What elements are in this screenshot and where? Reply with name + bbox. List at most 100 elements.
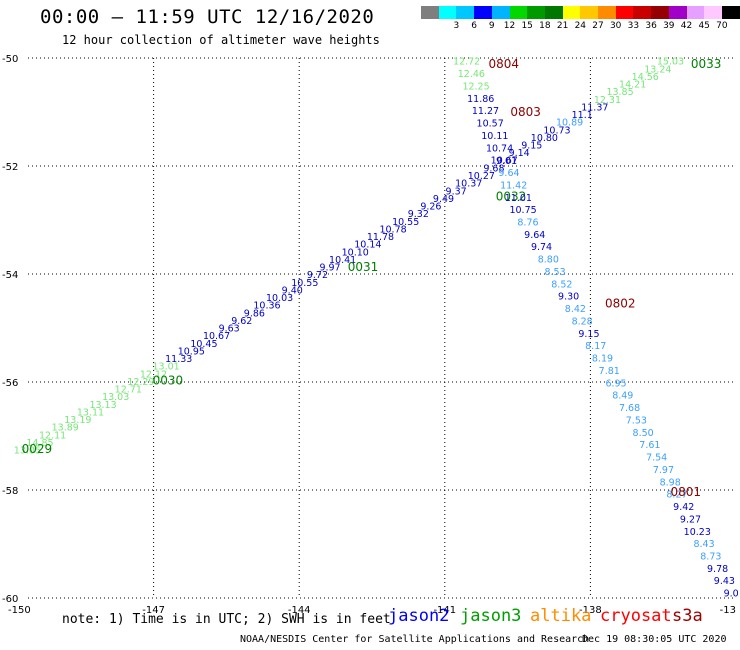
swh-label: 11.1	[572, 110, 593, 121]
swh-label: 11.37	[581, 102, 608, 113]
swh-label: 8.53	[544, 267, 565, 278]
swh-label: 10.10	[342, 247, 369, 258]
legend-cryosat: cryosat	[600, 606, 672, 626]
track-jason3: 13.0514.8512.1113.8913.1913.1113.1313.03…	[14, 57, 722, 457]
scale-label: 27	[592, 21, 604, 31]
swh-label: 8.43	[693, 539, 714, 550]
swh-label: 9.26	[420, 202, 441, 213]
scale-swatch	[615, 6, 634, 19]
swh-label: 9.63	[219, 324, 240, 335]
time-label: 0030	[153, 373, 184, 387]
swh-label: 10.73	[543, 125, 570, 136]
swh-label: 10.67	[203, 331, 230, 342]
scale-label: 24	[574, 21, 587, 31]
scale-label: 21	[556, 21, 569, 31]
swh-label: 9.37	[446, 186, 467, 197]
lat-tick-label: -52	[2, 162, 18, 173]
swh-label: 9.27	[680, 514, 701, 525]
scale-swatch	[721, 6, 740, 19]
swh-label: 8.28	[572, 316, 593, 327]
swh-label: 11.01	[505, 193, 532, 204]
swh-label: 12.25	[462, 81, 489, 92]
swh-label: 9.32	[408, 209, 429, 220]
lon-tick-label: -13	[720, 605, 736, 616]
scale-swatch	[438, 6, 457, 19]
scale-swatch	[668, 6, 687, 19]
swh-label: 12.31	[594, 95, 621, 106]
legend-jason2: jason2	[388, 606, 450, 626]
swh-label: 9.64	[498, 168, 519, 179]
lon-tick-label: -138	[579, 605, 602, 616]
swh-label: 10.95	[178, 346, 205, 357]
swh-label: 10.37	[455, 179, 482, 190]
time-label: 0802	[605, 297, 636, 311]
scale-label: 36	[645, 21, 657, 31]
swh-label: 10.89	[556, 118, 583, 129]
swh-label: 13.11	[77, 407, 104, 418]
satellite-tracks: 13.0514.8512.1113.8913.1913.1113.1313.03…	[14, 57, 739, 600]
swh-label: 13.19	[64, 415, 91, 426]
swh-label: 13.05	[14, 446, 41, 457]
swh-label: 8.76	[517, 218, 538, 229]
swh-label: 8.19	[592, 354, 613, 365]
swh-label: 8.73	[700, 551, 721, 562]
swh-label: 8.42	[565, 304, 586, 315]
generation-timestamp: Dec 19 08:30:05 UTC 2020	[582, 634, 727, 645]
swh-label: 12.46	[458, 69, 485, 80]
swh-label: 10.41	[329, 255, 356, 266]
swh-label: 8.50	[633, 428, 654, 439]
swh-label: 9.74	[531, 242, 552, 253]
swh-label: 13.01	[153, 362, 180, 373]
swh-label: 9.72	[307, 270, 328, 281]
lat-tick-label: -58	[2, 486, 18, 497]
axis-ticks: -150 -147 -144 -141 -138 -13 -50 -52 -54 -56 -58 -6…	[2, 54, 736, 616]
swh-label: 12.12	[140, 369, 167, 380]
scale-swatch	[633, 6, 652, 19]
lon-tick-label: -144	[288, 605, 311, 616]
swh-label: 10.45	[190, 339, 217, 350]
swh-label: 10.57	[477, 119, 504, 130]
scale-label: 45	[698, 21, 710, 31]
swh-label: 9.64	[524, 230, 545, 241]
map-subtitle: 12 hour collection of altimeter wave hei…	[62, 33, 380, 47]
swh-label: 11.86	[467, 94, 494, 105]
lon-tick-label: -141	[433, 605, 456, 616]
swh-label: 12.11	[39, 430, 66, 441]
legend-s3a: s3a	[672, 606, 703, 626]
swh-label: 9.43	[714, 576, 735, 587]
scale-label: 12	[503, 21, 516, 31]
footer-note: note: 1) Time is in UTC; 2) SWH is in fe…	[62, 612, 391, 627]
scale-label: 15	[521, 21, 533, 31]
scale-label: 70	[716, 21, 728, 31]
time-label: 0804	[488, 57, 519, 71]
swh-label: 8.52	[551, 279, 572, 290]
swh-label: 10.55	[291, 278, 318, 289]
scale-swatch	[509, 6, 528, 19]
swh-label: 10.80	[531, 133, 558, 144]
swh-label: 7.97	[653, 465, 674, 476]
scale-label: 3	[453, 21, 460, 31]
time-label: 0031	[348, 260, 379, 274]
swh-label: 10.03	[266, 293, 293, 304]
swh-label: 6.95	[605, 378, 626, 389]
swh-label: 13.89	[52, 423, 79, 434]
swh-label: 9.97	[319, 263, 340, 274]
swh-label: 13.03	[102, 392, 129, 403]
swh-label: 11.27	[472, 106, 499, 117]
swh-label: 10.78	[379, 224, 406, 235]
swh-label: 14.85	[26, 438, 53, 449]
swh-label: 10.23	[684, 527, 711, 538]
swh-label: 8.80	[538, 255, 559, 266]
time-label: 0029	[22, 442, 53, 456]
swh-label: 7.53	[626, 415, 647, 426]
scale-label: 42	[680, 21, 693, 31]
swh-label: 11.78	[367, 232, 394, 243]
swh-label: 10.14	[354, 240, 381, 251]
time-label: 0033	[691, 57, 722, 71]
time-label: 0801	[670, 485, 701, 499]
swh-label: 12.71	[115, 385, 142, 396]
swh-label: 10.75	[509, 205, 536, 216]
swh-label: 9.15	[578, 329, 599, 340]
